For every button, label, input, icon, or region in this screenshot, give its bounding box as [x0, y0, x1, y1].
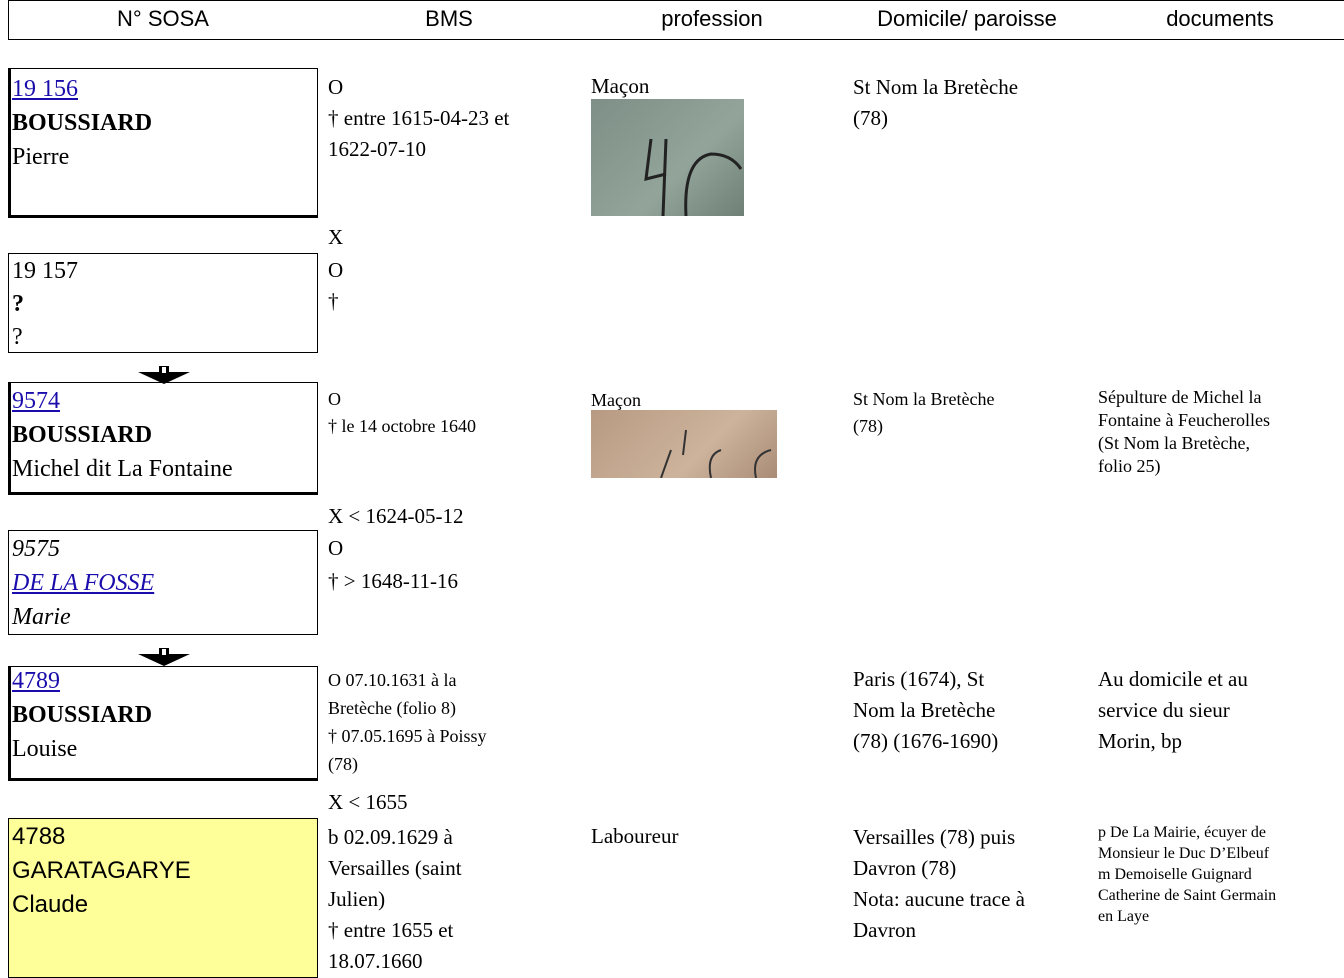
column-header: documents — [1166, 6, 1274, 31]
bms-line: † entre 1615-04-23 et — [328, 106, 510, 130]
person-sosa[interactable]: 19 156 — [12, 76, 78, 102]
person-box — [8, 68, 318, 218]
document-line: Fontaine à Feucherolles — [1098, 410, 1270, 430]
profession: Laboureur — [591, 824, 679, 848]
bms-line: † — [328, 289, 339, 313]
bms-line: Bretèche (folio 8) — [328, 698, 456, 718]
person-surname[interactable]: DE LA FOSSE — [12, 570, 155, 596]
document-line: service du sieur — [1098, 698, 1230, 722]
person-surname: BOUSSIARD — [12, 110, 153, 136]
bms-line: † > 1648-11-16 — [328, 569, 459, 593]
domicile-line: (78) (1676-1690) — [853, 729, 999, 753]
bms-line: Versailles (saint — [328, 856, 462, 880]
bms-line: O — [328, 75, 344, 99]
document-line: folio 25) — [1098, 456, 1161, 476]
person-box — [8, 382, 318, 495]
descent-arrow — [138, 366, 190, 384]
person-sosa[interactable]: 9574 — [12, 388, 60, 414]
domicile-line: Versailles (78) puis — [853, 825, 1016, 849]
signature-stroke — [660, 429, 772, 479]
domicile-line: Nom la Bretèche — [853, 698, 996, 722]
column-header: profession — [661, 6, 763, 31]
bms-line: † 07.05.1695 à Poissy — [328, 726, 487, 746]
document-line: Morin, bp — [1098, 729, 1182, 753]
bms-line: 18.07.1660 — [328, 949, 423, 973]
document-line: Monsieur le Duc D’Elbeuf — [1098, 845, 1270, 862]
signature-image — [591, 410, 777, 479]
person-sosa: 9575 — [12, 536, 60, 562]
column-header: BMS — [425, 6, 473, 31]
bms-line: O — [328, 389, 341, 409]
person-sosa: 4788 — [12, 823, 66, 850]
bms-line: O — [328, 536, 344, 560]
person-given: Pierre — [12, 144, 70, 170]
document-line: Catherine de Saint Germain — [1098, 887, 1277, 904]
person-surname: ? — [12, 291, 24, 317]
column-header: N° SOSA — [117, 6, 209, 31]
domicile-line: Davron — [853, 918, 916, 942]
person-given: Claude — [12, 891, 89, 918]
domicile-line: Davron (78) — [853, 856, 957, 880]
signature-stroke — [644, 138, 743, 217]
domicile-line: (78) — [853, 106, 888, 130]
column-header: Domicile/ paroisse — [877, 6, 1057, 31]
person-sosa: 19 157 — [12, 258, 78, 284]
person-box — [8, 666, 318, 781]
bms-line: † entre 1655 et — [328, 918, 454, 942]
document-line: p De La Mairie, écuyer de — [1098, 824, 1266, 841]
document-line: Sépulture de Michel la — [1098, 387, 1262, 407]
domicile-line: (78) — [853, 416, 883, 436]
bms-line: Julien) — [328, 887, 386, 911]
person-sosa[interactable]: 4789 — [12, 668, 60, 694]
person-box — [8, 530, 318, 635]
signature-image — [591, 99, 744, 217]
document-line: en Laye — [1098, 908, 1150, 925]
person-surname: GARATAGARYE — [12, 857, 191, 884]
person-surname: BOUSSIARD — [12, 422, 153, 448]
descent-arrow — [138, 648, 190, 666]
person-given: Louise — [12, 736, 78, 762]
document-line: Au domicile et au — [1098, 667, 1248, 691]
bms-line: † le 14 octobre 1640 — [328, 416, 476, 436]
document-line: m Demoiselle Guignard — [1098, 866, 1252, 883]
bms-line: 1622-07-10 — [328, 137, 426, 161]
marriage: X < 1624-05-12 — [328, 504, 464, 528]
domicile-line: Nota: aucune trace à — [853, 887, 1025, 911]
table-header — [8, 0, 1344, 40]
person-given: Marie — [12, 604, 71, 630]
document-line: (St Nom la Bretèche, — [1098, 433, 1250, 453]
marriage: X < 1655 — [328, 790, 408, 814]
profession: Maçon — [591, 74, 650, 98]
marriage: X — [328, 225, 344, 249]
person-box — [8, 253, 318, 353]
person-given: Michel dit La Fontaine — [12, 456, 233, 482]
domicile-line: Paris (1674), St — [853, 667, 985, 691]
person-given: ? — [12, 324, 23, 350]
bms-line: b 02.09.1629 à — [328, 825, 453, 849]
profession: Maçon — [591, 390, 641, 410]
bms-line: O 07.10.1631 à la — [328, 670, 457, 690]
bms-line: (78) — [328, 754, 358, 774]
domicile-line: St Nom la Bretèche — [853, 389, 995, 409]
person-surname: BOUSSIARD — [12, 702, 153, 728]
domicile-line: St Nom la Bretèche — [853, 75, 1019, 99]
bms-line: O — [328, 258, 344, 282]
